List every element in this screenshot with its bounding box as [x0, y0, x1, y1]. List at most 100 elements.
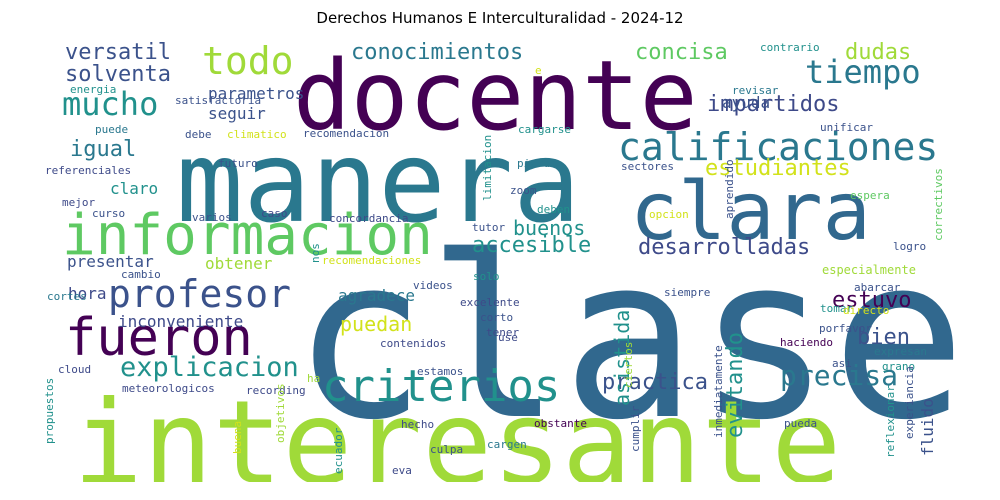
cloud-word-mejor: mejor — [62, 196, 96, 209]
cloud-word-caso: caso — [261, 207, 288, 220]
cloud-word-seguir: seguir — [208, 104, 266, 123]
cloud-word-asi: asi — [832, 357, 852, 370]
cloud-word-unificar: unificar — [820, 121, 873, 134]
cloud-word-propuestos: propuestos — [43, 377, 56, 444]
cloud-word-tiempo: tiempo — [805, 53, 921, 91]
cloud-word-culpa: culpa — [430, 443, 464, 456]
cloud-word-estamos: estamos — [417, 365, 464, 378]
cloud-word-accesible: accesible — [472, 233, 592, 258]
cloud-word-ecuador: ecuador — [332, 427, 345, 475]
cloud-word-explicacion: explicacion — [120, 352, 299, 383]
cloud-word-zoom: zoom — [510, 184, 537, 197]
cloud-word-calificaciones: calificaciones — [618, 125, 939, 169]
cloud-word-bien: bien — [857, 325, 910, 350]
cloud-word-buena: buena — [231, 420, 244, 454]
cloud-word-especialmente: especialmente — [822, 263, 916, 277]
cloud-word-haciendo: haciendo — [780, 336, 833, 349]
cloud-word-aprendido: aprendido — [723, 159, 736, 220]
cloud-word-solventa: solventa — [65, 62, 171, 87]
cloud-word-logro: logro — [893, 240, 927, 253]
cloud-word-hora: hora — [68, 284, 107, 303]
cloud-word-manera: manera — [176, 118, 581, 248]
cloud-word-cargen: cargen — [487, 438, 527, 451]
cloud-word-use: use — [498, 331, 518, 344]
cloud-word-impartidos: impartidos — [707, 92, 840, 117]
cloud-word-cortes: cortes — [47, 290, 87, 303]
cloud-word-interesante: interesante — [73, 376, 842, 483]
cloud-word-tener: tener — [486, 326, 520, 339]
cloud-word-satisfactoria: satisfactoria — [175, 94, 262, 107]
cloud-word-desarrolladas: desarrolladas — [638, 235, 811, 260]
cloud-word-ayuda: ayuda — [722, 93, 771, 112]
cloud-word-varios: varios — [192, 211, 232, 224]
cloud-word-recomendacion: recomendacion — [303, 127, 390, 140]
cloud-word-abarcar: abarcar — [854, 281, 901, 294]
cloud-word-criterios: criterios — [322, 361, 561, 412]
cloud-word-pueda: pueda — [784, 417, 818, 430]
cloud-word-tomar: tomar — [820, 302, 854, 315]
cloud-word-e: e — [535, 64, 542, 77]
cloud-word-corto: corto — [480, 311, 514, 324]
cloud-word-limitacion: limitacion — [481, 134, 494, 201]
cloud-word-conocimientos: conocimientos — [351, 42, 524, 65]
cloud-word-contenidos: contenidos — [380, 337, 447, 350]
cloud-word-expresan: expresan — [874, 345, 927, 358]
cloud-word-recomendaciones: recomendaciones — [322, 254, 422, 267]
cloud-word-tutor: tutor — [472, 221, 506, 234]
cloud-word-porfavor: porfavor — [819, 322, 872, 335]
cloud-word-experiancia: experiancia — [903, 365, 916, 439]
cloud-word-grano: grano — [882, 360, 916, 373]
cloud-word-buenos: buenos — [513, 216, 586, 240]
cloud-word-fluido: fluido — [918, 397, 937, 456]
cloud-word-videos: videos — [413, 279, 453, 292]
cloud-word-igual: igual — [70, 137, 137, 162]
cloud-word-mucho: mucho — [62, 85, 159, 123]
cloud-word-puede: puede — [95, 123, 129, 136]
cloud-word-nos: nos — [309, 242, 322, 263]
cloud-word-espera: espera — [850, 189, 890, 202]
cloud-word-objetivos: objetivos — [274, 383, 287, 444]
cloud-word-correctivos: correctivos — [932, 167, 945, 241]
cloud-word-precisa: precisa — [780, 359, 899, 392]
cloud-word-puedan: puedan — [340, 312, 413, 336]
cloud-word-hecho: hecho — [401, 418, 435, 431]
cloud-word-cloud: cloud — [58, 363, 92, 376]
cloud-word-profesor: profesor — [108, 272, 292, 316]
cloud-word-concordancia: concordancia — [329, 212, 409, 225]
cloud-word-solo: solo — [473, 270, 500, 283]
cloud-word-obstante: obstante — [534, 417, 587, 430]
cloud-word-eva: eva — [392, 464, 412, 477]
cloud-word-futuro: futuro — [218, 157, 258, 170]
cloud-word-debe: debe — [185, 128, 212, 141]
cloud-word-informacion: informacion — [62, 203, 433, 268]
cloud-word-claro: claro — [110, 179, 159, 198]
cloud-word-meteorologicos: meteorologicos — [122, 382, 215, 395]
cloud-word-parametros: parametros — [208, 84, 305, 103]
cloud-word-ha: ha — [307, 372, 321, 385]
word-cloud: clase interesante manera docente clara inform… — [40, 42, 960, 482]
cloud-word-referenciales: referenciales — [45, 164, 132, 177]
cloud-word-clara: clara — [630, 165, 871, 258]
cloud-word-cambio: cambio — [121, 268, 161, 281]
cloud-word-inmediatamente: inmediatamente — [712, 345, 725, 439]
cloud-word-practica: practica — [602, 370, 708, 395]
cloud-word-clase: clase — [292, 208, 960, 469]
cloud-word-directo: directo — [843, 304, 890, 317]
cloud-word-excelente: excelente — [460, 296, 520, 309]
cloud-word-fueron: fueron — [65, 308, 253, 368]
cloud-word-evitando: evitando — [723, 331, 748, 438]
cloud-word-cumplir: cumplir — [629, 405, 642, 453]
cloud-word-siempre: siempre — [664, 286, 711, 299]
cloud-word-estuvo: estuvo — [832, 288, 912, 313]
cloud-word-agradece: agradece — [338, 286, 416, 305]
cloud-word-todo: todo — [202, 42, 294, 83]
cloud-word-opcion: opcion — [649, 208, 689, 221]
cloud-word-reflexionar: reflexionar — [884, 384, 897, 458]
cloud-word-ciertos: ciertos — [622, 341, 635, 389]
cloud-word-dudas: dudas — [845, 42, 912, 65]
cloud-word-contrario: contrario — [760, 42, 820, 54]
chart-title: Derechos Humanos E Interculturalidad - 2… — [316, 9, 684, 27]
cloud-word-energia: energia — [70, 83, 117, 96]
cloud-word-docente: docente — [293, 42, 698, 152]
cloud-word-recording: recording — [246, 384, 306, 397]
